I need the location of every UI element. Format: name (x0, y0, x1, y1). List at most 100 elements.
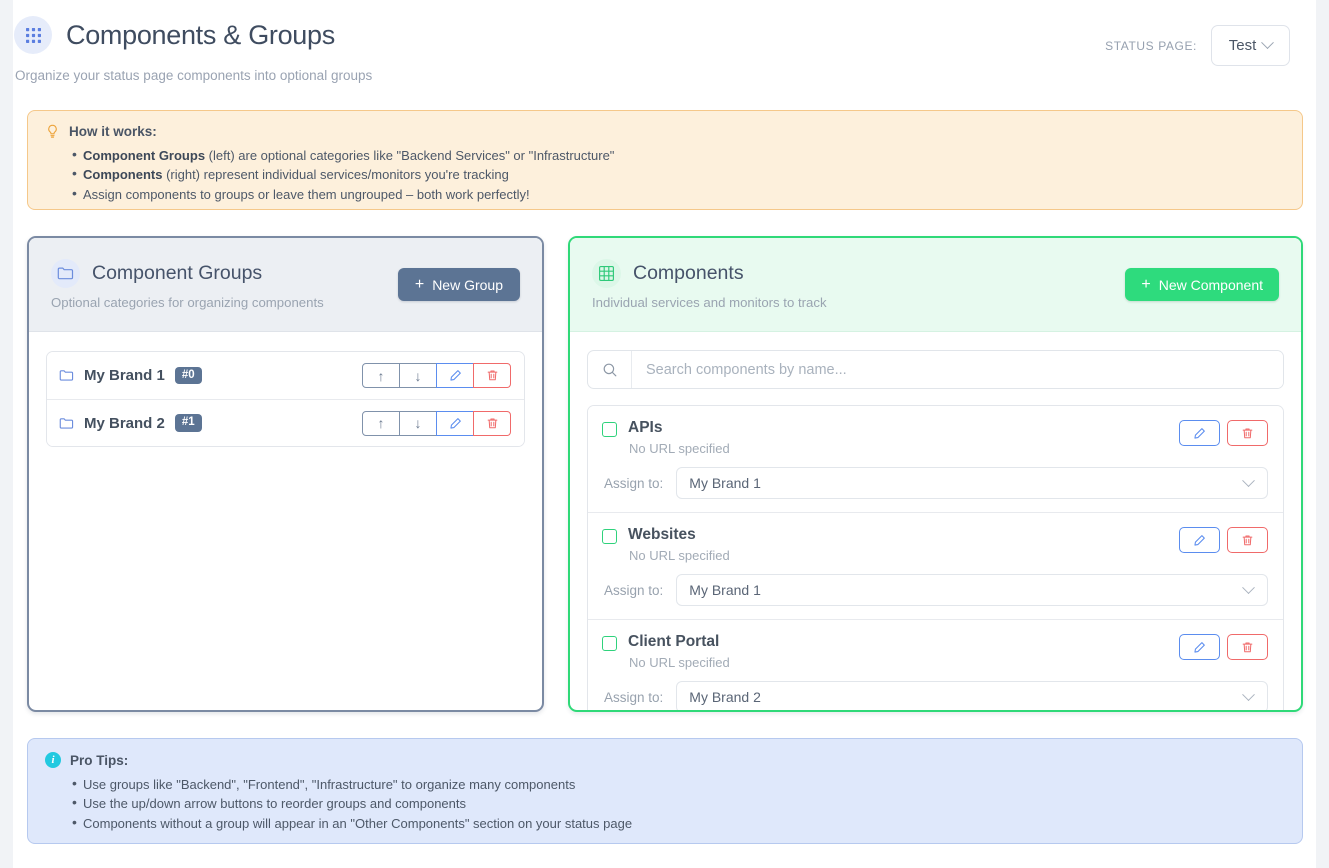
new-component-button[interactable]: + New Component (1125, 268, 1279, 301)
chevron-down-icon (1242, 580, 1255, 594)
pencil-icon (449, 417, 461, 429)
pencil-icon (449, 370, 461, 381)
status-page-label: STATUS PAGE: (1105, 38, 1197, 53)
search-bar[interactable] (587, 350, 1284, 389)
group-order-badge: #0 (174, 366, 202, 385)
group-name: My Brand 2 (84, 414, 165, 432)
how-it-works-header: How it works: (28, 111, 1302, 139)
edit-group-button[interactable] (436, 363, 474, 388)
pencil-icon (1194, 427, 1205, 439)
lightbulb-icon (48, 124, 57, 138)
assign-label: Assign to: (604, 582, 664, 598)
list-item: Use the up/down arrow buttons to reorder… (72, 793, 1302, 813)
component-groups-body: My Brand 1 #0 ↑ ↓ (29, 332, 542, 466)
chevron-down-icon (1242, 687, 1255, 701)
component-actions (1179, 633, 1268, 661)
components-title: Components (633, 262, 744, 284)
table-row[interactable]: My Brand 2 #1 ↑ ↓ (47, 399, 524, 446)
page-edge-left (0, 0, 13, 868)
pencil-icon (1194, 534, 1205, 546)
group-row-actions: ↑ ↓ (362, 363, 511, 388)
status-page-select[interactable]: Test (1211, 25, 1290, 66)
list-item: Components (right) represent individual … (72, 164, 1302, 184)
delete-component-button[interactable] (1227, 634, 1268, 661)
components-title-row: Components (592, 259, 1279, 288)
page-subtitle: Organize your status page components int… (15, 68, 373, 83)
component-info: APIs No URL specified (628, 419, 730, 456)
component-checkbox[interactable] (602, 529, 617, 545)
list-item: Use groups like "Backend", "Frontend", "… (72, 774, 1302, 794)
group-row-info: My Brand 1 #0 (59, 366, 362, 385)
move-up-button[interactable]: ↑ (362, 363, 400, 388)
component-checkbox[interactable] (602, 636, 617, 652)
arrow-up-icon: ↑ (377, 367, 385, 384)
move-down-button[interactable]: ↓ (399, 363, 437, 388)
list-item: Components without a group will appear i… (72, 813, 1302, 833)
component-top-row: Websites No URL specified (602, 526, 1268, 563)
plus-icon: + (1141, 275, 1151, 293)
info-icon: i (45, 752, 61, 768)
how-it-works-list: Component Groups (left) are optional cat… (28, 145, 1302, 204)
trash-icon (1242, 642, 1253, 652)
trash-icon (487, 370, 497, 381)
assign-group-value: My Brand 1 (689, 582, 761, 599)
page-title: Components & Groups (66, 19, 335, 50)
component-url: No URL specified (629, 655, 730, 671)
component-groups-list: My Brand 1 #0 ↑ ↓ (46, 351, 525, 447)
component-groups-panel: Component Groups Optional categories for… (27, 236, 544, 712)
component-actions (1179, 419, 1268, 446)
component-checkbox[interactable] (602, 422, 617, 437)
table-row[interactable]: My Brand 1 #0 ↑ ↓ (47, 352, 524, 399)
edit-component-button[interactable] (1179, 527, 1220, 554)
edit-component-button[interactable] (1179, 420, 1220, 446)
new-component-button-label: New Component (1158, 276, 1263, 293)
delete-group-button[interactable] (473, 363, 511, 388)
components-subtitle: Individual services and monitors to trac… (592, 295, 827, 310)
assign-group-value: My Brand 2 (689, 689, 761, 706)
folder-icon (59, 370, 74, 381)
list-item: Assign components to groups or leave the… (72, 184, 1302, 204)
component-groups-title: Component Groups (92, 262, 263, 284)
page-header: Components & Groups Organize your status… (14, 16, 1290, 94)
status-page-value: Test (1228, 37, 1257, 54)
component-groups-subtitle: Optional categories for organizing compo… (51, 295, 324, 310)
page-title-block: Components & Groups (14, 16, 335, 54)
component-name: Client Portal (628, 633, 720, 651)
trash-icon (1242, 534, 1253, 545)
move-up-button[interactable]: ↑ (362, 410, 400, 436)
list-item: Client Portal No URL specified (588, 619, 1283, 710)
page-edge-right (1316, 0, 1329, 868)
pro-tips-header: i Pro Tips: (28, 739, 1302, 768)
folder-icon (51, 259, 80, 288)
group-order-badge: #1 (174, 414, 202, 432)
group-row-info: My Brand 2 #1 (59, 414, 362, 432)
delete-group-button[interactable] (473, 410, 511, 436)
move-down-button[interactable]: ↓ (399, 410, 437, 436)
group-row-actions: ↑ ↓ (362, 410, 511, 436)
edit-group-button[interactable] (436, 410, 474, 436)
pro-tips-callout: i Pro Tips: Use groups like "Backend", "… (27, 738, 1303, 844)
delete-component-button[interactable] (1227, 527, 1268, 554)
grid-dots-icon (14, 16, 52, 54)
assign-row: Assign to: My Brand 2 (604, 681, 1268, 710)
new-group-button-label: New Group (432, 276, 503, 293)
status-page-selector-block: STATUS PAGE: Test (1105, 25, 1290, 66)
how-it-works-title: How it works: (69, 124, 157, 139)
assign-row: Assign to: My Brand 1 (604, 574, 1268, 607)
assign-group-select[interactable]: My Brand 1 (676, 574, 1268, 607)
assign-label: Assign to: (604, 689, 664, 705)
component-url: No URL specified (629, 548, 730, 564)
edit-component-button[interactable] (1179, 634, 1220, 661)
trash-icon (487, 417, 497, 428)
trash-icon (1242, 427, 1253, 438)
grid-table-icon (592, 259, 621, 288)
assign-group-select[interactable]: My Brand 2 (676, 681, 1268, 710)
how-it-works-callout: How it works: Component Groups (left) ar… (27, 110, 1303, 210)
new-group-button[interactable]: + New Group (397, 268, 520, 301)
search-input[interactable] (632, 351, 1283, 388)
delete-component-button[interactable] (1227, 420, 1268, 446)
arrow-up-icon: ↑ (377, 415, 385, 431)
list-item: APIs No URL specified (588, 406, 1283, 513)
assign-group-select[interactable]: My Brand 1 (676, 467, 1268, 500)
